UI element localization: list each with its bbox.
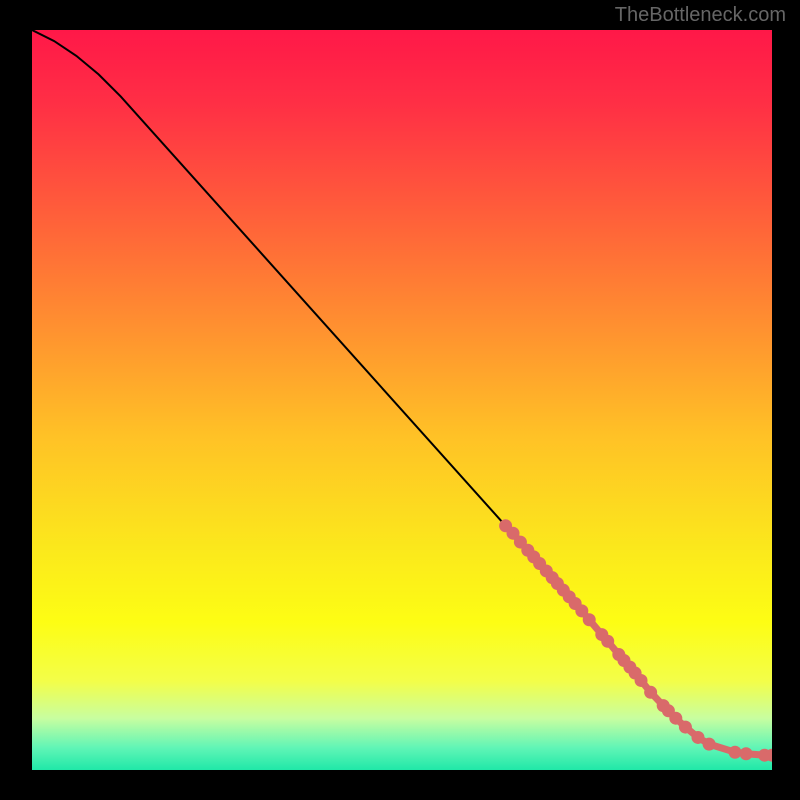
data-marker [729, 746, 742, 759]
data-marker [669, 712, 682, 725]
data-marker [601, 635, 614, 648]
chart-plot [32, 30, 772, 770]
gradient-background [32, 30, 772, 770]
data-marker [644, 686, 657, 699]
data-marker [635, 674, 648, 687]
data-marker [692, 731, 705, 744]
data-marker [740, 747, 753, 760]
data-marker [679, 721, 692, 734]
data-marker [703, 738, 716, 751]
data-marker [583, 613, 596, 626]
watermark-text: TheBottleneck.com [615, 4, 786, 27]
